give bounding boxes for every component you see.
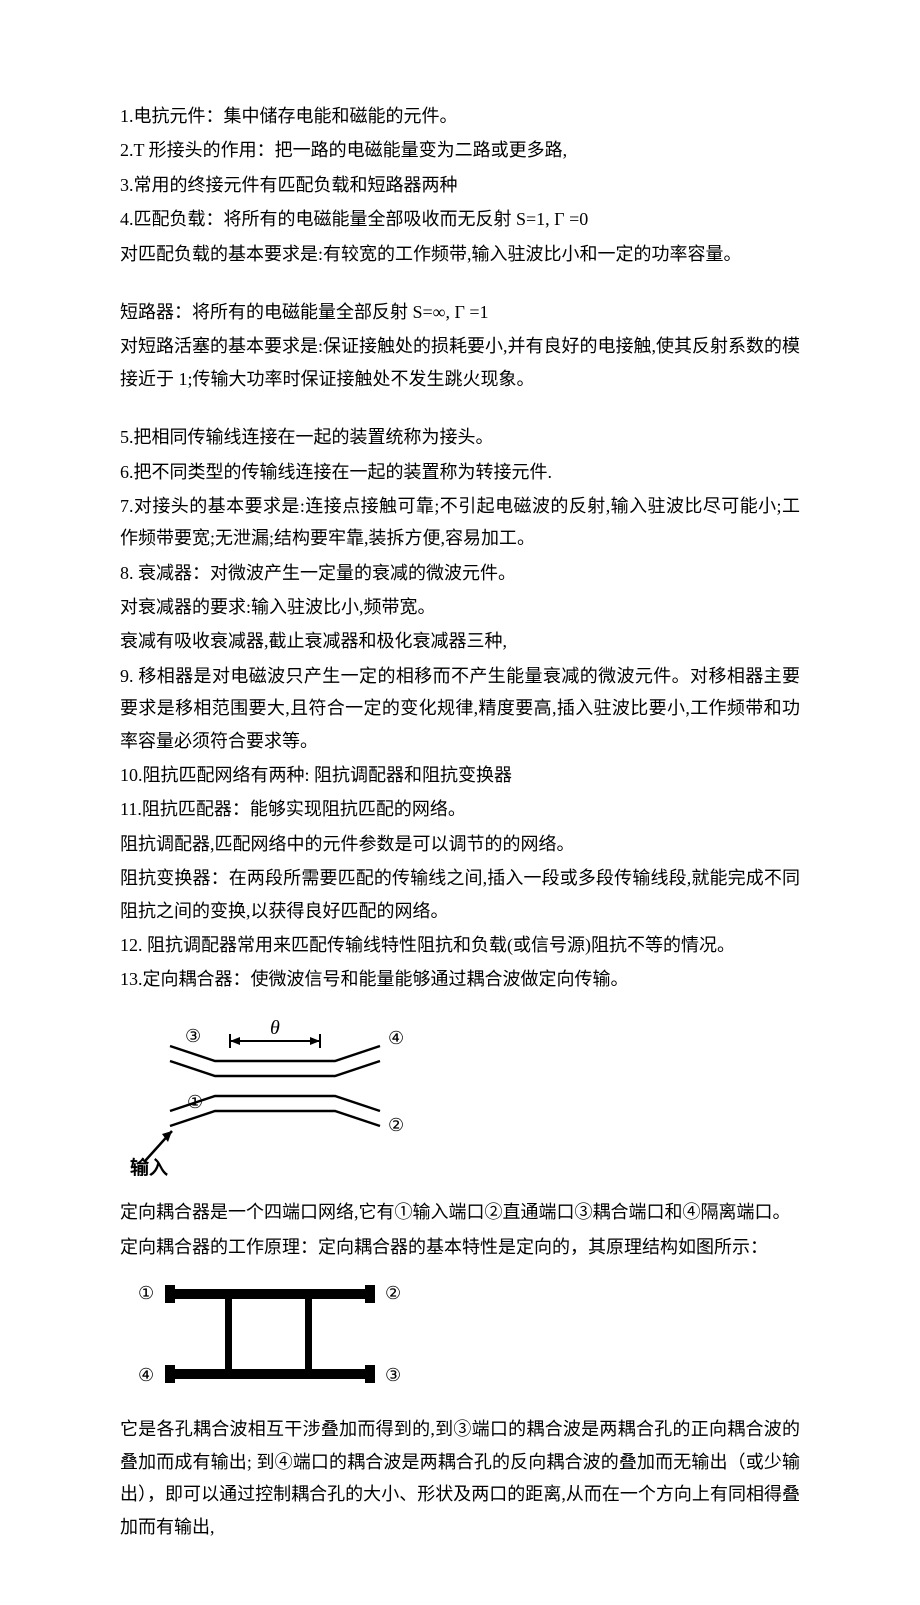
- h-port3-label: ③: [385, 1365, 401, 1385]
- spacer-2: [120, 397, 800, 421]
- item-2: 2.T 形接头的作用：把一路的电磁能量变为二路或更多路,: [120, 134, 800, 166]
- spacer-1: [120, 272, 800, 296]
- item-4: 4.匹配负载：将所有的电磁能量全部吸收而无反射 S=1, Γ =0: [120, 203, 800, 235]
- h-structure-diagram: ① ② ③ ④: [130, 1269, 800, 1409]
- item-5: 5.把相同传输线连接在一起的装置统称为接头。: [120, 421, 800, 453]
- coupler-principle: 定向耦合器的工作原理：定向耦合器的基本特性是定向的，其原理结构如图所示：: [120, 1231, 800, 1263]
- h-svg: ① ② ③ ④: [130, 1269, 420, 1399]
- item-4b: 对匹配负载的基本要求是:有较宽的工作频带,输入驻波比小和一定的功率容量。: [120, 238, 800, 270]
- coupler-diagram: θ ③ ④ ① ② 输入: [130, 1006, 800, 1186]
- item-9: 9. 移相器是对电磁波只产生一定的相移而不产生能量衰减的微波元件。对移相器主要要…: [120, 660, 800, 757]
- h-port2-label: ②: [385, 1283, 401, 1303]
- coupler-explain: 它是各孔耦合波相互干涉叠加而得到的,到③端口的耦合波是两耦合孔的正向耦合波的叠加…: [120, 1413, 800, 1543]
- item-10: 10.阻抗匹配网络有两种: 阻抗调配器和阻抗变换器: [120, 759, 800, 791]
- item-12: 12. 阻抗调配器常用来匹配传输线特性阻抗和负载(或信号源)阻抗不等的情况。: [120, 929, 800, 961]
- input-label: 输入: [130, 1156, 168, 1176]
- h-port4-label: ④: [138, 1365, 154, 1385]
- item-11c: 阻抗变换器：在两段所需要匹配的传输线之间,插入一段或多段传输线段,就能完成不同阻…: [120, 862, 800, 927]
- port4-label: ④: [388, 1028, 404, 1048]
- item-8c: 衰减有吸收衰减器,截止衰减器和极化衰减器三种,: [120, 625, 800, 657]
- coupler-ports: 定向耦合器是一个四端口网络,它有①输入端口②直通端口③耦合端口和④隔离端口。: [120, 1196, 800, 1228]
- item-6: 6.把不同类型的传输线连接在一起的装置称为转接元件.: [120, 456, 800, 488]
- h-port1-label: ①: [138, 1283, 154, 1303]
- port3-label: ③: [185, 1026, 201, 1046]
- item-11b: 阻抗调配器,匹配网络中的元件参数是可以调节的的网络。: [120, 828, 800, 860]
- item-8: 8. 衰减器：对微波产生一定量的衰减的微波元件。: [120, 557, 800, 589]
- theta-label: θ: [270, 1017, 280, 1039]
- item-3: 3.常用的终接元件有匹配负载和短路器两种: [120, 169, 800, 201]
- item-13: 13.定向耦合器：使微波信号和能量能够通过耦合波做定向传输。: [120, 963, 800, 995]
- coupler-svg: θ ③ ④ ① ② 输入: [130, 1006, 420, 1176]
- shortcircuit-req: 对短路活塞的基本要求是:保证接触处的损耗要小,并有良好的电接触,使其反射系数的模…: [120, 330, 800, 395]
- item-7: 7.对接头的基本要求是:连接点接触可靠;不引起电磁波的反射,输入驻波比尽可能小;…: [120, 490, 800, 555]
- item-8b: 对衰减器的要求:输入驻波比小,频带宽。: [120, 591, 800, 623]
- port2-label: ②: [388, 1115, 404, 1135]
- port1-label: ①: [187, 1092, 203, 1112]
- item-1: 1.电抗元件：集中储存电能和磁能的元件。: [120, 100, 800, 132]
- item-11: 11.阻抗匹配器：能够实现阻抗匹配的网络。: [120, 793, 800, 825]
- shortcircuit: 短路器：将所有的电磁能量全部反射 S=∞, Γ =1: [120, 296, 800, 328]
